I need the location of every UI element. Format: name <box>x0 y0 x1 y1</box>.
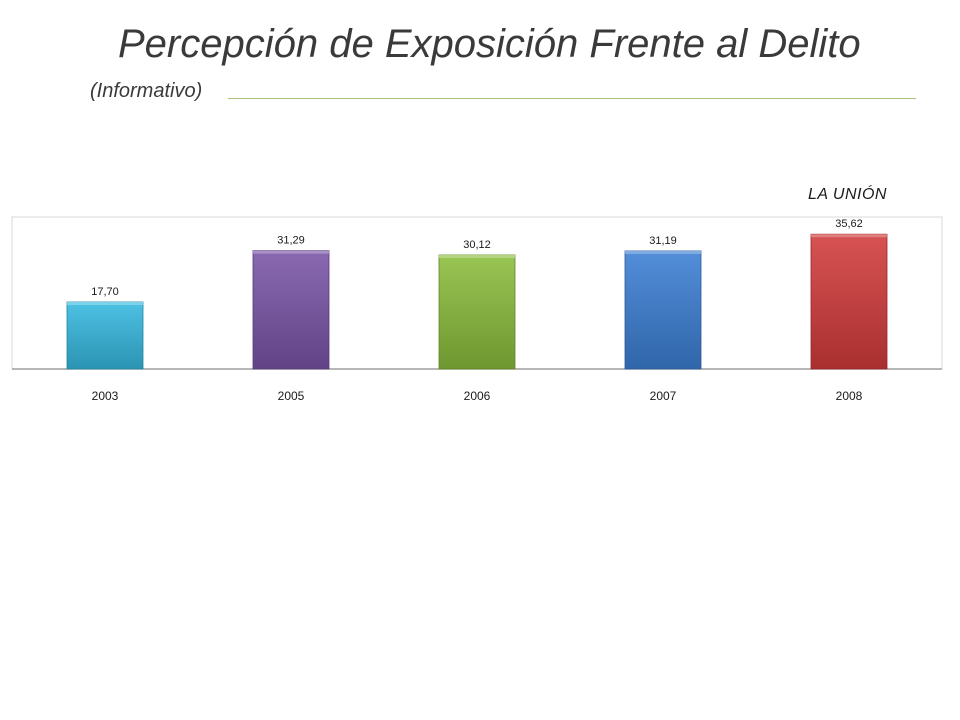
value-label-2007: 31,19 <box>649 235 677 247</box>
value-label-2003: 17,70 <box>91 286 119 298</box>
x-tick-label-2005: 2005 <box>278 389 305 403</box>
x-tick-label-2003: 2003 <box>92 389 119 403</box>
bar-2008 <box>810 233 888 370</box>
bar-2005 <box>252 250 330 370</box>
chart-title: LA UNIÓN <box>808 186 887 203</box>
bar-2007 <box>624 250 702 370</box>
x-tick-label-2006: 2006 <box>464 389 491 403</box>
value-label-2005: 31,29 <box>277 235 305 247</box>
value-label-2006: 30,12 <box>463 239 491 251</box>
bar-top-2003 <box>67 302 143 306</box>
slide-title: Percepción de Exposición Frente al Delit… <box>118 22 861 66</box>
bar-2003 <box>66 301 144 370</box>
value-label-2008: 35,62 <box>835 218 863 230</box>
bar-top-2008 <box>811 234 887 238</box>
bar-top-2007 <box>625 250 701 254</box>
bar-top-2005 <box>253 250 329 254</box>
slide-subtitle: (Informativo) <box>90 80 209 103</box>
title-divider <box>228 98 916 99</box>
x-tick-label-2007: 2007 <box>650 389 677 403</box>
bar-top-2006 <box>439 255 515 259</box>
bar-2006 <box>438 254 516 370</box>
x-tick-label-2008: 2008 <box>836 389 863 403</box>
